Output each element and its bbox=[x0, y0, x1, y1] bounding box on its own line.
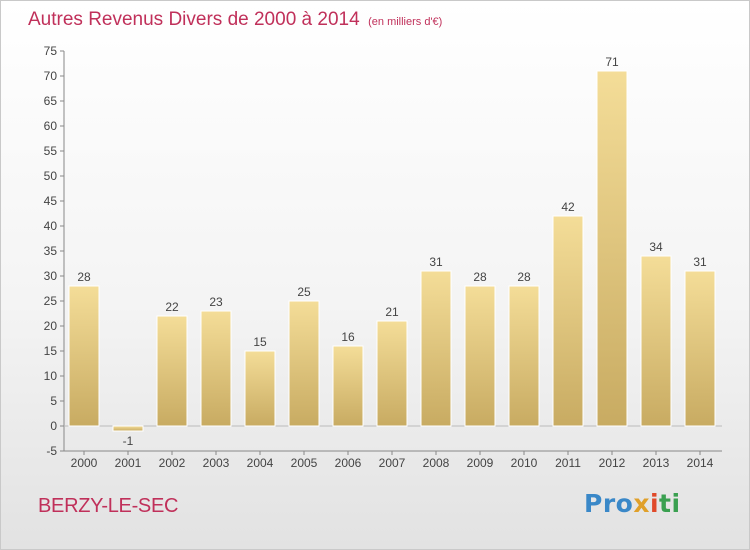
y-tick-label: 5 bbox=[50, 394, 57, 408]
bar bbox=[156, 315, 188, 427]
unit-text: (en milliers d'€) bbox=[368, 16, 443, 28]
x-tick-label: 2008 bbox=[423, 456, 450, 470]
bar bbox=[376, 320, 408, 427]
y-tick-label: 45 bbox=[44, 194, 58, 208]
x-tick-label: 2013 bbox=[643, 456, 670, 470]
bar bbox=[640, 255, 672, 427]
data-label: 28 bbox=[77, 270, 91, 284]
data-label: 31 bbox=[429, 255, 443, 269]
y-tick-label: 20 bbox=[44, 319, 58, 333]
bar bbox=[200, 310, 232, 427]
x-tick-label: 2009 bbox=[467, 456, 494, 470]
x-tick-label: 2004 bbox=[247, 456, 274, 470]
data-label: -1 bbox=[123, 434, 134, 448]
bar bbox=[684, 270, 716, 427]
data-label: 28 bbox=[473, 270, 487, 284]
data-label: 16 bbox=[341, 330, 355, 344]
x-tick-label: 2003 bbox=[203, 456, 230, 470]
y-tick-label: 65 bbox=[44, 94, 58, 108]
bar bbox=[508, 285, 540, 427]
y-tick-label: 70 bbox=[44, 69, 58, 83]
y-tick-label: 40 bbox=[44, 219, 58, 233]
y-tick-label: 55 bbox=[44, 144, 58, 158]
chart-title: Autres Revenus Divers de 2000 à 2014 (en… bbox=[28, 9, 442, 31]
x-tick-label: 2002 bbox=[159, 456, 186, 470]
x-tick-label: 2007 bbox=[379, 456, 406, 470]
bar bbox=[244, 350, 276, 427]
data-label: 21 bbox=[385, 305, 399, 319]
x-tick-label: 2000 bbox=[71, 456, 98, 470]
bar bbox=[288, 300, 320, 427]
data-label: 42 bbox=[561, 200, 575, 214]
y-tick-label: 0 bbox=[50, 419, 57, 433]
bar bbox=[68, 285, 100, 427]
data-label: 34 bbox=[649, 240, 663, 254]
data-label: 22 bbox=[165, 300, 179, 314]
x-tick-label: 2006 bbox=[335, 456, 362, 470]
bar bbox=[464, 285, 496, 427]
x-tick-label: 2001 bbox=[115, 456, 142, 470]
y-tick-label: 30 bbox=[44, 269, 58, 283]
data-label: 31 bbox=[693, 255, 707, 269]
proxiti-logo[interactable]: Proxiti bbox=[584, 489, 681, 518]
data-label: 23 bbox=[209, 295, 223, 309]
y-tick-label: 10 bbox=[44, 369, 58, 383]
data-label: 15 bbox=[253, 335, 267, 349]
x-tick-label: 2012 bbox=[599, 456, 626, 470]
bar bbox=[332, 345, 364, 427]
y-tick-label: 60 bbox=[44, 119, 58, 133]
x-tick-label: 2014 bbox=[687, 456, 714, 470]
y-tick-label: 15 bbox=[44, 344, 58, 358]
x-tick-label: 2010 bbox=[511, 456, 538, 470]
data-label: 25 bbox=[297, 285, 311, 299]
y-tick-label: 25 bbox=[44, 294, 58, 308]
bar bbox=[420, 270, 452, 427]
y-tick-label: -5 bbox=[46, 444, 57, 458]
bar bbox=[552, 215, 584, 427]
y-tick-label: 75 bbox=[44, 44, 58, 58]
commune-name: BERZY-LE-SEC bbox=[38, 495, 179, 517]
bar bbox=[596, 70, 628, 427]
title-text: Autres Revenus Divers de 2000 à 2014 bbox=[28, 9, 360, 30]
data-label: 71 bbox=[605, 55, 619, 69]
y-tick-label: 50 bbox=[44, 169, 58, 183]
bar bbox=[112, 425, 144, 432]
data-label: 28 bbox=[517, 270, 531, 284]
x-tick-label: 2011 bbox=[555, 456, 581, 470]
y-tick-label: 35 bbox=[44, 244, 58, 258]
x-tick-label: 2005 bbox=[291, 456, 318, 470]
